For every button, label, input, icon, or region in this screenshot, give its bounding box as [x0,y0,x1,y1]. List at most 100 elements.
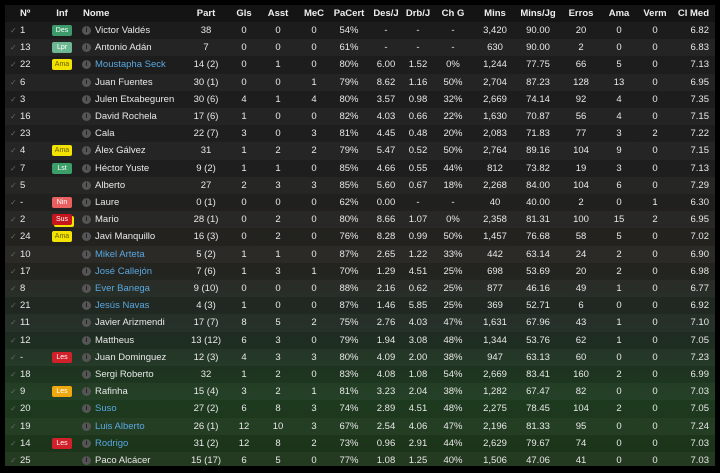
table-row[interactable]: ✓ 4 Ama i Álex Gálvez 31 1 2 2 79% 5.47 0.52 50% 2,76… [5,142,715,159]
table-row[interactable]: ✓ 10 i Mikel Arteta 5 (2) 1 1 0 87% 2.65 1.22 33% 44… [5,246,715,263]
table-row[interactable]: ✓ - Nin i Laure 0 (1) 0 0 0 62% 0.00- -40 40.00 2 0 1 6.… [5,194,715,211]
info-icon[interactable]: i [82,60,91,70]
status-badge[interactable]: Ama [52,145,72,157]
table-row[interactable]: ✓ 2 Sus i Mario 28 (1) 0 2 0 80% 8.66 1.07 0% 2,358 81… [5,211,715,228]
status-badge[interactable]: Lpr [52,42,72,54]
info-icon[interactable]: i [82,129,91,139]
column-header-desj[interactable]: Des/J [373,8,399,19]
player-name[interactable]: Antonio Adán [95,42,152,54]
player-name[interactable]: Julen Etxabeguren [95,93,175,105]
info-icon[interactable]: i [82,43,91,53]
info-icon[interactable]: i [82,112,91,121]
table-row[interactable]: ✓ 22 Ama i Moustapha Seck 14 (2) 0 1 0 80% 6.00 1.5… [5,56,715,73]
table-row[interactable]: ✓ 13 Lpr i Antonio Adán 7 0 0 0 61% - - - 630 90.00 2 0 0… [5,39,715,56]
info-icon[interactable]: i [82,249,91,259]
player-name[interactable]: Juan Dominguez [95,351,167,363]
player-name[interactable]: Moustapha Seck [95,59,166,71]
info-icon[interactable]: i [82,352,91,362]
info-icon[interactable]: i [82,421,91,431]
status-badge[interactable]: Les [52,386,72,398]
player-name[interactable]: Mikel Arteta [95,248,145,260]
info-icon[interactable]: i [82,284,91,293]
status-badge[interactable]: Ama [52,59,72,71]
player-name[interactable]: David Rochela [95,111,157,122]
info-icon[interactable]: i [82,370,91,379]
table-row[interactable]: ✓ 6 i Juan Fuentes 30 (1) 0 0 1 79% 8.62 1.16 50% 2,… [5,74,715,91]
table-row[interactable]: ✓ 14 Les i Rodrigo 31 (2) 12 8 2 73% 0.96 2.91 44% 2,… [5,435,715,452]
status-badge[interactable]: Les [52,351,72,363]
info-icon[interactable]: i [82,77,91,87]
player-name[interactable]: Mario [95,214,119,226]
player-name[interactable]: Rafinha [95,386,128,398]
info-icon[interactable]: i [82,146,91,156]
table-row[interactable]: ✓ 24 Ama i Javi Manquillo 16 (3) 0 2 0 76% 8.28 0.9… [5,228,715,245]
info-icon[interactable]: i [82,301,91,311]
player-name[interactable]: Alberto [95,179,126,191]
info-icon[interactable]: i [82,404,91,414]
column-header-part[interactable]: Part [196,8,216,19]
column-header-ama[interactable]: Ama [608,8,630,19]
info-icon[interactable]: i [82,456,91,465]
table-row[interactable]: ✓ 16 i David Rochela 17 (6) 1 0 0 82% 4.03 0.66 22%… [5,108,715,125]
player-name[interactable]: Ever Banega [95,283,150,294]
column-header-mec[interactable]: MeC [303,8,325,19]
column-header-minsjg[interactable]: Mins/Jg [520,8,556,19]
table-row[interactable]: ✓ 12 i Mattheus 13 (12) 6 3 0 79% 1.94 3.08 48% 1,34… [5,332,715,349]
player-name[interactable]: Suso [95,403,117,415]
info-icon[interactable]: i [82,232,91,242]
status-badge[interactable]: Des [52,25,72,36]
player-name[interactable]: Héctor Yuste [95,162,150,174]
table-row[interactable]: ✓ 20 i Suso 27 (2) 6 8 3 74% 2.89 4.51 48% 2,275 78.4… [5,400,715,417]
table-row[interactable]: ✓ 9 Les i Rafinha 15 (4) 3 2 1 81% 3.23 2.04 38% 1,28… [5,383,715,400]
player-name[interactable]: Javier Arizmendi [95,317,165,329]
table-row[interactable]: ✓ 1 Des i Victor Valdés 38 0 0 0 54% - - - 3,420 90.00… [5,22,715,39]
player-name[interactable]: Juan Fuentes [95,76,153,88]
column-header-clmed[interactable]: Cl Med [677,8,709,19]
table-row[interactable]: ✓ 17 i José Callejón 7 (6) 1 3 1 70% 1.29 4.51 25% 6… [5,263,715,280]
column-header-name[interactable]: Nome [83,8,110,19]
column-header-chg[interactable]: Ch G [441,8,465,19]
info-icon[interactable]: i [82,266,91,276]
info-icon[interactable]: i [82,318,91,328]
info-icon[interactable]: i [82,94,91,104]
player-name[interactable]: Mattheus [95,334,135,346]
table-row[interactable]: ✓ 19 i Luis Alberto 26 (1) 12 10 3 67% 2.54 4.06 47… [5,418,715,435]
info-icon[interactable]: i [82,335,91,345]
column-header-verm[interactable]: Verm [643,8,667,19]
player-name[interactable]: Paco Alcácer [95,455,151,466]
info-icon[interactable]: i [82,180,91,190]
table-row[interactable]: ✓ 18 i Sergi Roberto 32 1 2 0 83% 4.08 1.08 54% 2,66… [5,366,715,383]
status-badge[interactable]: Lst [52,162,72,174]
column-header-gls[interactable]: Gls [236,8,252,19]
status-badge[interactable]: Sus [52,214,72,226]
info-icon[interactable]: i [82,387,91,397]
status-badge[interactable]: Ama [52,231,72,243]
player-name[interactable]: Jesús Navas [95,300,150,312]
column-header-pacert[interactable]: PaCert [333,8,365,19]
player-name[interactable]: Laure [95,197,120,208]
column-header-inf[interactable]: Inf [56,8,68,19]
player-name[interactable]: Rodrigo [95,437,129,449]
info-icon[interactable]: i [82,163,91,173]
player-name[interactable]: Sergi Roberto [95,369,154,380]
column-header-asst[interactable]: Asst [267,8,289,19]
table-row[interactable]: ✓ 11 i Javier Arizmendi 17 (7) 8 5 2 75% 2.76 4.03… [5,314,715,331]
player-name[interactable]: José Callejón [95,265,153,277]
info-icon[interactable]: i [82,438,91,448]
info-icon[interactable]: i [82,198,91,207]
table-row[interactable]: ✓ 3 i Julen Etxabeguren 30 (6) 4 1 4 80% 3.57 0.98… [5,91,715,108]
player-name[interactable]: Luis Alberto [95,420,145,432]
table-row[interactable]: ✓ - Les i Juan Dominguez 12 (3) 4 3 3 80% 4.09 2.00… [5,349,715,366]
column-header-erros[interactable]: Erros [568,8,594,19]
table-row[interactable]: ✓ 25 i Paco Alcácer 15 (17) 6 5 0 77% 1.08 1.25 40%… [5,452,715,466]
column-header-no[interactable]: Nº [20,8,31,19]
info-icon[interactable]: i [82,215,91,225]
info-icon[interactable]: i [82,26,91,35]
table-row[interactable]: ✓ 5 i Alberto 27 2 3 3 85% 5.60 0.67 18% 2,268 84.00 1… [5,177,715,194]
status-badge[interactable]: Les [52,437,72,449]
column-header-mins[interactable]: Mins [484,8,506,19]
status-badge[interactable]: Nin [52,197,72,208]
column-header-drbj[interactable]: Drb/J [405,8,431,19]
player-name[interactable]: Álex Gálvez [95,145,146,157]
table-row[interactable]: ✓ 21 i Jesús Navas 4 (3) 1 0 0 87% 1.46 5.85 25% 369… [5,297,715,314]
